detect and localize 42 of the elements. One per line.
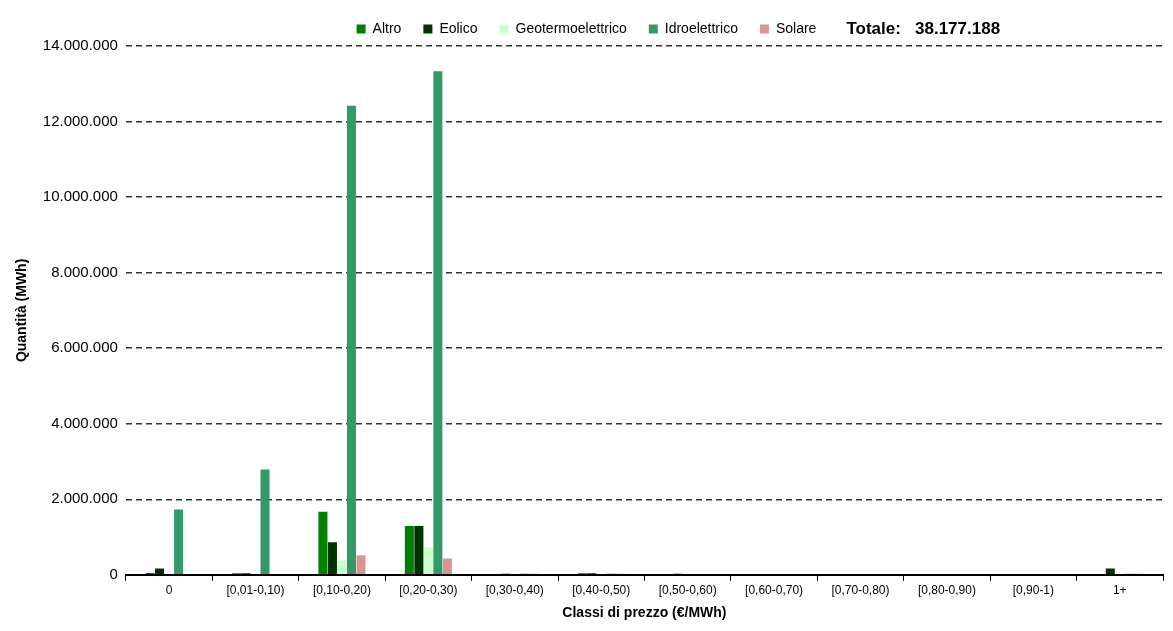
bar [433, 71, 443, 575]
y-tick-label: 2.000.000 [51, 489, 118, 507]
y-tick-label: 8.000.000 [51, 262, 118, 280]
bar [1105, 568, 1115, 575]
bar [356, 555, 366, 575]
y-axis-title: Quantità (MWh) [13, 258, 30, 363]
bar [414, 526, 424, 575]
y-tick-label: 6.000.000 [51, 338, 118, 356]
bar [442, 558, 452, 575]
bar [404, 526, 414, 575]
y-tick-label: 14.000.000 [42, 36, 118, 54]
bar [327, 542, 337, 575]
bar [318, 511, 328, 575]
x-tick-label: [0,30-0,40) [485, 583, 544, 598]
y-tick-label: 0 [109, 564, 118, 582]
legend-label: Solare [775, 19, 817, 36]
y-tick-label: 4.000.000 [51, 413, 118, 431]
x-tick-label: [0,60-0,70) [745, 583, 804, 598]
bar [423, 547, 433, 575]
legend-label: Geotermoelettrico [515, 19, 627, 36]
bar [337, 560, 347, 575]
x-tick-label: [0,70-0,80) [831, 583, 890, 598]
y-tick-label: 10.000.000 [42, 187, 118, 205]
x-tick-label: [0,80-0,90) [917, 583, 976, 598]
bar [174, 509, 184, 575]
x-tick-label: [0,50-0,60) [658, 583, 717, 598]
x-tick-label: [0,90-1) [1012, 583, 1055, 598]
x-axis-title: Classi di prezzo (€/MWh) [562, 604, 727, 621]
x-tick-label: [0,10-0,20) [312, 583, 371, 598]
x-tick-label: [0,20-0,30) [399, 583, 458, 598]
bar [155, 568, 165, 575]
legend-label: Idroelettrico [664, 19, 739, 36]
x-tick-label: 1+ [1112, 583, 1127, 598]
bar [346, 105, 356, 575]
text: Totale: 38.177.188 [846, 18, 1001, 38]
x-tick-label: [0,40-0,50) [572, 583, 631, 598]
legend-label: Eolico [439, 19, 478, 36]
bar [260, 469, 270, 575]
x-tick-label: [0,01-0,10) [226, 583, 285, 598]
x-tick-label: 0 [165, 583, 173, 598]
y-tick-label: 12.000.000 [42, 111, 118, 129]
legend-label: Altro [372, 19, 402, 36]
